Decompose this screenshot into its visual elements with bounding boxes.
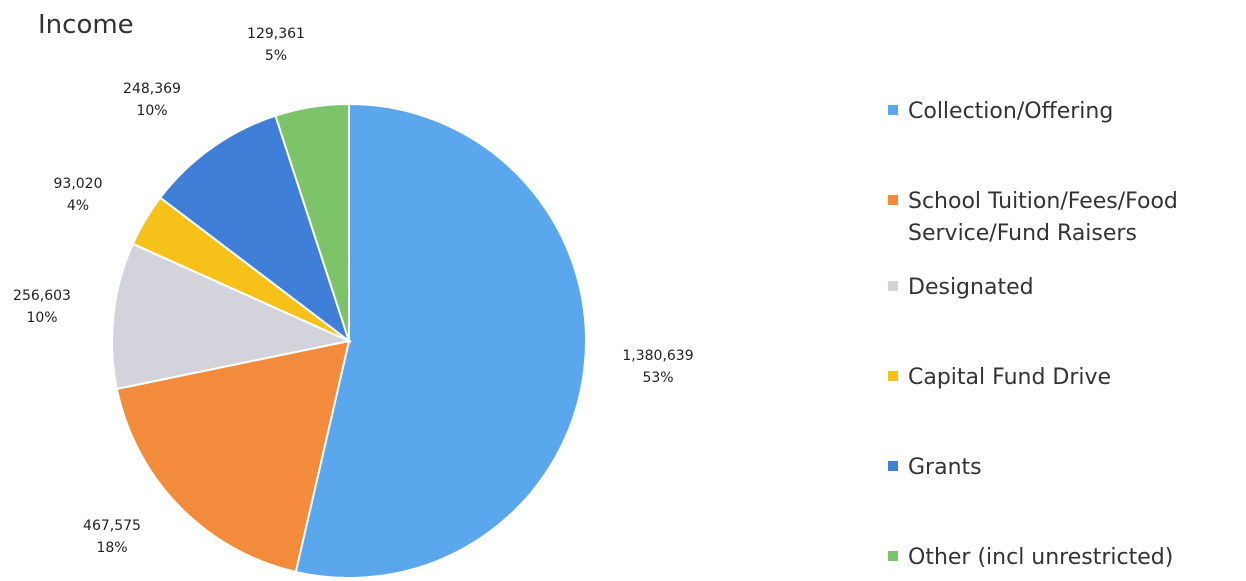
legend-swatch (888, 371, 898, 381)
legend-label: Other (incl unrestricted) (908, 545, 1174, 570)
legend-item: Grants (888, 452, 982, 484)
legend-item: Designated (888, 272, 1034, 304)
pie-slice-3 (111, 242, 353, 391)
legend-label: Collection/Offering (908, 99, 1114, 124)
legend-swatch (888, 105, 898, 115)
chart-title: Income (38, 10, 134, 40)
legend-item: Other (incl unrestricted) (888, 542, 1173, 574)
pie-slice-2 (115, 339, 351, 574)
legend-item: School Tuition/Fees/Food Service/Fund Rai… (888, 186, 1178, 250)
slice-data-label: 129,361 5% (247, 26, 305, 64)
legend-swatch (888, 281, 898, 291)
pie-slice-5 (158, 114, 351, 344)
slice-data-label: 93,020 4% (54, 176, 103, 214)
legend-item: Collection/Offering (888, 96, 1113, 128)
legend-swatch (888, 461, 898, 471)
slice-data-label: 467,575 18% (83, 518, 141, 556)
pie-slice-1 (294, 102, 587, 579)
legend-swatch (888, 551, 898, 561)
legend-label: Capital Fund Drive (908, 365, 1112, 390)
legend-label: Grants (908, 455, 982, 480)
legend-label: School Tuition/Fees/Food Service/Fund Rai… (908, 189, 1178, 246)
slice-data-label: 1,380,639 53% (622, 348, 693, 386)
slice-data-label: 248,369 10% (123, 81, 181, 119)
legend-label: Designated (908, 275, 1034, 300)
pie-slice-6 (274, 102, 350, 342)
legend-item: Capital Fund Drive (888, 362, 1111, 394)
legend-swatch (888, 195, 898, 205)
slice-data-label: 256,603 10% (13, 288, 71, 326)
